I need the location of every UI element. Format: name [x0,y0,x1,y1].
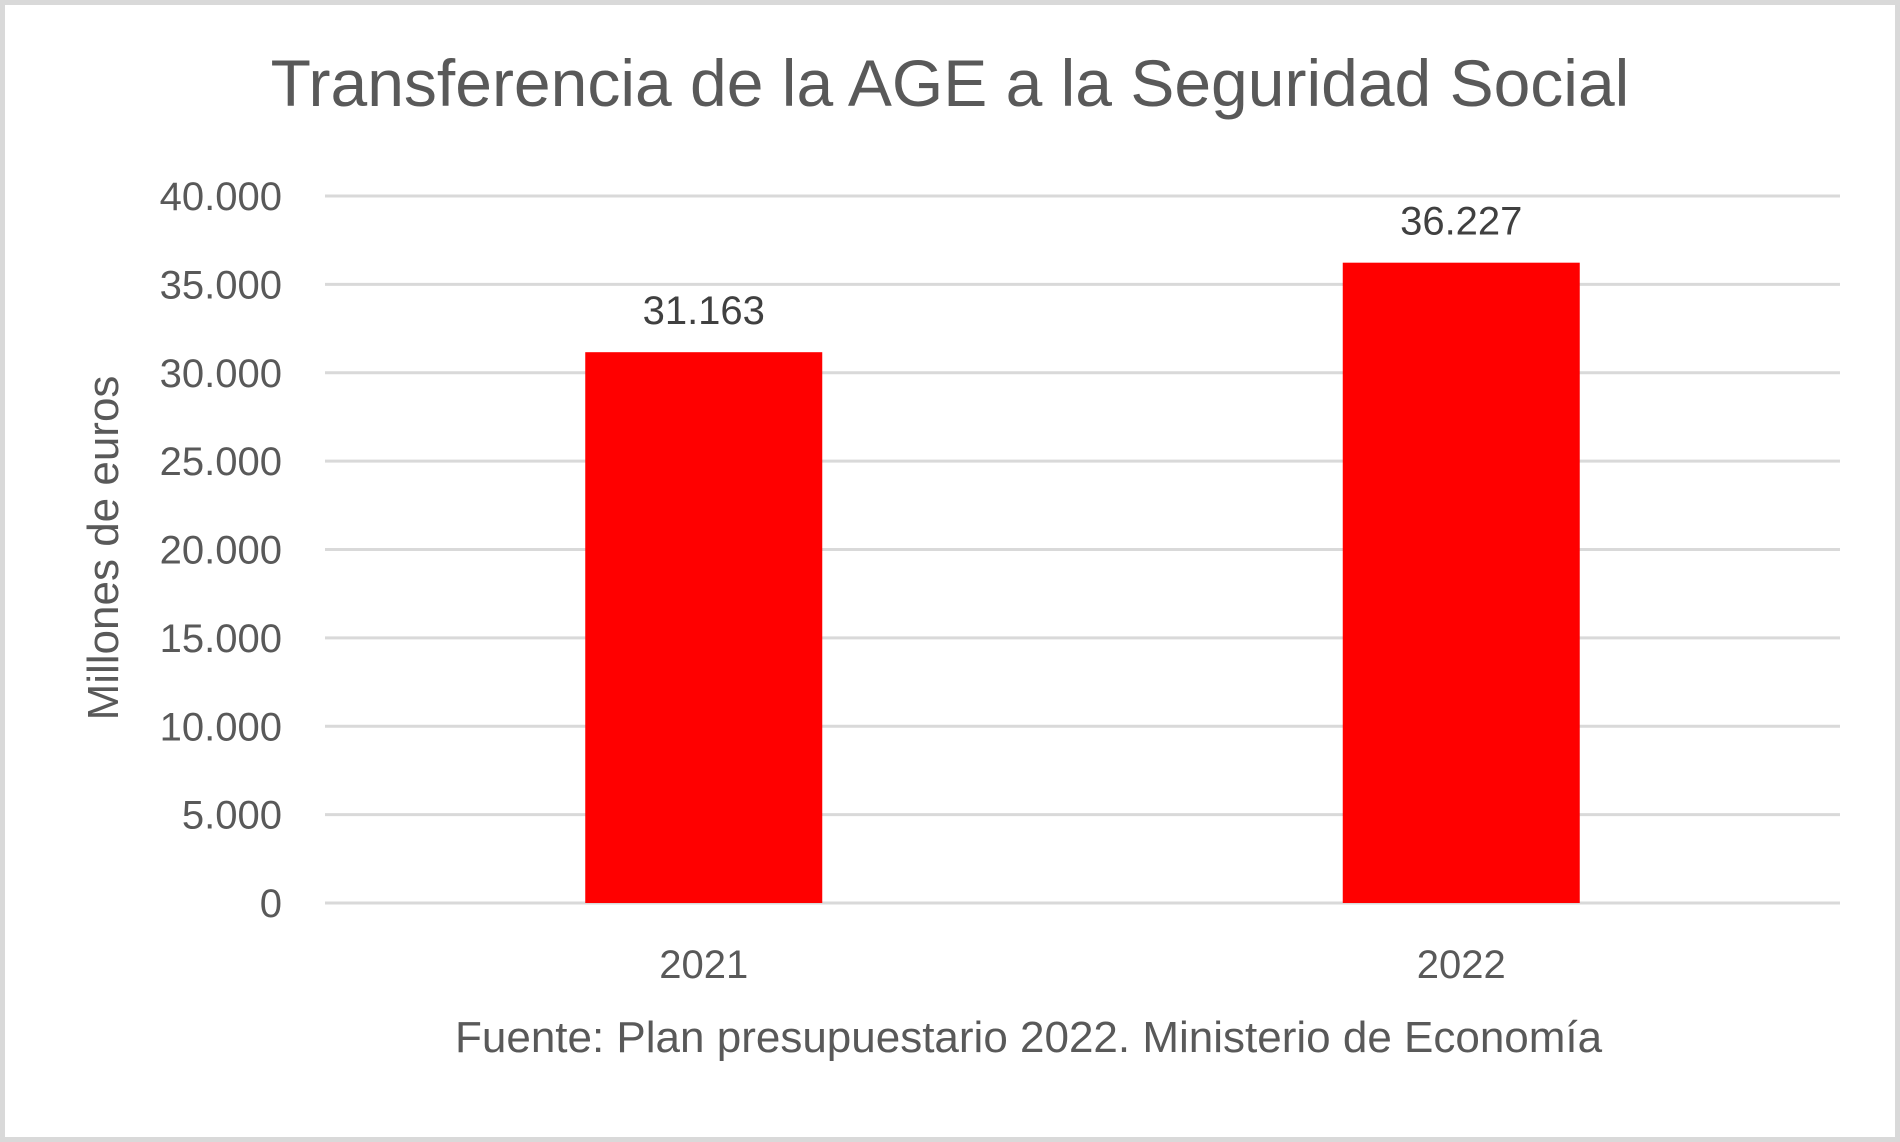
bars [585,262,1580,904]
y-tick-label: 5.000 [182,794,282,838]
bar-value-label: 36.227 [1400,200,1522,244]
x-tick-label: 2022 [1417,943,1506,987]
x-axis-ticks: 2021 2022 [659,943,1505,987]
chart-title: Transferencia de la AGE a la Seguridad S… [270,46,1630,120]
data-labels: 31.163 36.227 [643,200,1523,334]
x-tick-label: 2021 [659,943,748,987]
y-axis-title: Millones de euros [79,376,128,721]
y-tick-label: 25.000 [160,440,282,484]
y-tick-label: 30.000 [160,352,282,396]
y-tick-label: 35.000 [160,263,282,307]
source-note: Fuente: Plan presupuestario 2022. Minist… [455,1013,1603,1062]
bar [1342,262,1580,904]
gridlines [325,194,1840,905]
y-tick-label: 20.000 [160,529,282,573]
y-tick-label: 0 [260,882,282,926]
y-tick-label: 40.000 [160,175,282,219]
y-tick-label: 15.000 [160,617,282,661]
bar [585,352,823,903]
bar-value-label: 31.163 [643,289,765,333]
y-axis-ticks: 0 5.000 10.000 15.000 20.000 25.000 30.000 35.0… [160,175,282,926]
y-tick-label: 10.000 [160,705,282,749]
